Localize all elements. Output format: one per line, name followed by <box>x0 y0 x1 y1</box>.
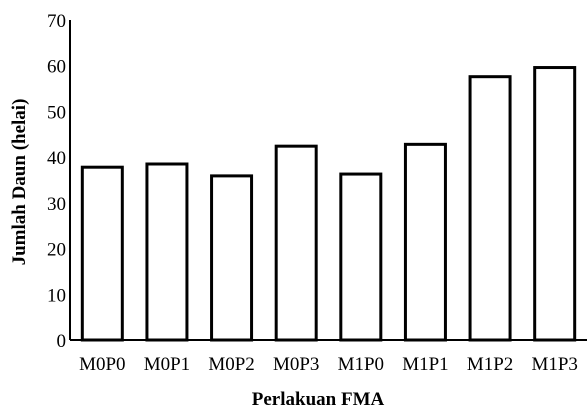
bar-m1p3 <box>533 66 577 342</box>
y-tick-label: 20 <box>47 240 66 261</box>
x-tick-label-m1p1: M1P1 <box>402 354 448 375</box>
y-tick-label: 0 <box>57 331 67 352</box>
bar-m1p0 <box>339 172 383 342</box>
x-tick-label-m0p3: M0P3 <box>273 354 319 375</box>
y-tick-label: 50 <box>47 102 66 123</box>
bar-m1p1 <box>403 142 447 342</box>
y-tick-label: 70 <box>47 11 66 32</box>
x-tick-label-m1p2: M1P2 <box>467 354 513 375</box>
x-tick-label-m0p1: M0P1 <box>144 354 190 375</box>
x-tick-label-m0p2: M0P2 <box>208 354 254 375</box>
x-tick-label-m0p0: M0P0 <box>79 354 125 375</box>
y-axis-title: Jumlah Daun (helai) <box>9 99 30 266</box>
x-tick-labels: M0P0 M0P1 M0P2 M0P3 M1P0 M1P1 M1P2 M1P3 <box>79 354 578 375</box>
bar-m0p1 <box>145 162 189 342</box>
y-tick-label: 40 <box>47 148 66 169</box>
x-tick-label-m1p3: M1P3 <box>531 354 577 375</box>
bar-m0p0 <box>80 165 124 342</box>
bar-m0p2 <box>210 174 254 342</box>
x-axis-title: Perlakuan FMA <box>252 389 385 410</box>
bar-m0p3 <box>274 144 318 342</box>
y-tick-label: 10 <box>47 285 66 306</box>
x-tick-label-m1p0: M1P0 <box>338 354 384 375</box>
bar-m1p2 <box>468 75 512 342</box>
bars <box>80 66 577 342</box>
y-tick-label: 60 <box>47 57 66 78</box>
y-tick-label: 30 <box>47 194 66 215</box>
y-tick-labels: 0 10 20 30 40 50 60 70 <box>47 11 66 352</box>
